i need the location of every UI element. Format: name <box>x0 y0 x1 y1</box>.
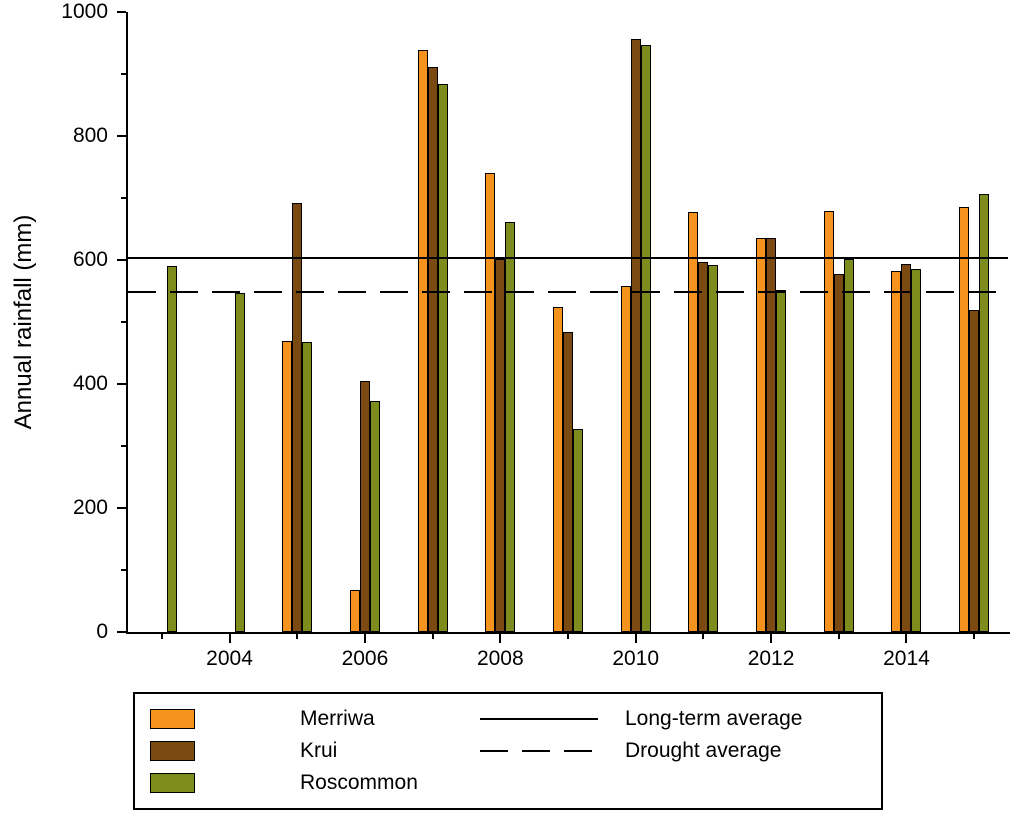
bar-merriwa-2013 <box>823 211 834 632</box>
x-tick-label: 2012 <box>747 647 795 670</box>
legend-label-krui: Krui <box>300 739 338 762</box>
bar-merriwa-2009 <box>553 307 563 632</box>
bar-roscommon-2007 <box>437 83 448 632</box>
y-tick-label: 0 <box>96 620 108 643</box>
x-major-tick <box>905 634 908 643</box>
bar-krui-2011 <box>698 262 709 632</box>
y-tick-label: 200 <box>72 496 108 519</box>
y-tick-label: 800 <box>72 124 108 147</box>
x-minor-tick <box>567 634 569 639</box>
bar-merriwa-2012 <box>756 237 767 632</box>
y-minor-tick <box>121 569 126 571</box>
bar-krui-2012 <box>766 237 777 632</box>
bar-merriwa-2010 <box>620 286 631 632</box>
legend-label-roscommon: Roscommon <box>300 771 418 794</box>
x-minor-tick <box>296 634 299 639</box>
bar-krui-2006 <box>359 380 370 632</box>
x-minor-tick <box>837 634 840 639</box>
y-tick-label: 600 <box>72 248 108 271</box>
x-major-tick <box>499 634 502 643</box>
bar-roscommon-2008 <box>505 222 516 632</box>
bar-krui-2007 <box>427 67 438 632</box>
bar-merriwa-2005 <box>282 340 293 632</box>
legend-swatch-roscommon <box>150 773 195 793</box>
x-axis-line <box>126 632 1010 634</box>
x-tick-label: 2004 <box>206 647 253 670</box>
legend-label-drought-average: Drought average <box>625 739 782 762</box>
y-minor-tick <box>121 73 126 75</box>
bar-merriwa-2015 <box>959 207 970 632</box>
x-tick-label: 2006 <box>341 647 389 670</box>
legend-swatch-krui <box>150 741 195 761</box>
legend-swatch-merriwa <box>150 709 195 729</box>
bar-krui-2014 <box>901 263 912 632</box>
bar-roscommon-2011 <box>708 264 719 632</box>
bar-merriwa-2008 <box>485 172 496 632</box>
y-major-tick <box>117 259 126 261</box>
reference-line-drought-average <box>128 290 1008 293</box>
y-minor-tick <box>121 197 126 199</box>
x-tick-label: 2010 <box>612 647 660 670</box>
bar-merriwa-2007 <box>417 50 428 632</box>
bar-roscommon-2009 <box>573 429 583 632</box>
y-axis-line <box>126 12 128 634</box>
bar-krui-2009 <box>563 331 573 632</box>
bar-krui-2008 <box>495 259 506 632</box>
x-tick-label: 2008 <box>476 647 524 670</box>
y-major-tick <box>117 383 126 385</box>
bar-roscommon-2012 <box>776 290 787 632</box>
plot-area: 0 200 400 600 800 1000 2004 2006 2008 2010 2012 201… <box>61 1 1008 670</box>
y-tick-label: 1000 <box>61 0 108 23</box>
bar-krui-2005 <box>292 202 303 632</box>
y-major-tick <box>117 135 126 137</box>
bar-roscommon-2004 <box>234 293 245 632</box>
legend: Merriwa Krui Roscommon Long-term average… <box>133 692 883 810</box>
legend-line-longterm-average <box>480 718 598 720</box>
bar-roscommon-2005 <box>302 341 313 632</box>
x-minor-tick <box>702 634 705 639</box>
reference-line-long-term-average <box>128 257 1008 260</box>
x-major-tick <box>770 634 773 643</box>
bar-merriwa-2006 <box>349 589 360 632</box>
bar-merriwa-2011 <box>688 212 699 632</box>
y-major-tick <box>117 507 126 509</box>
x-minor-tick <box>160 634 163 639</box>
bar-roscommon-2013 <box>843 259 854 632</box>
y-major-tick <box>117 11 126 13</box>
y-minor-tick <box>121 321 126 323</box>
legend-label-longterm-average: Long-term average <box>625 707 803 730</box>
x-minor-tick <box>973 634 976 639</box>
bar-merriwa-2014 <box>891 270 902 632</box>
x-tick-label: 2014 <box>883 647 930 670</box>
bar-roscommon-2003 <box>166 266 177 632</box>
x-major-tick <box>634 634 637 643</box>
x-minor-tick <box>431 634 434 639</box>
bar-krui-2010 <box>630 39 641 632</box>
y-minor-tick <box>121 445 126 447</box>
y-major-tick <box>117 631 126 633</box>
bar-roscommon-2010 <box>640 45 651 632</box>
y-axis-title: Annual rainfall (mm) <box>10 214 37 430</box>
bar-krui-2015 <box>969 309 980 632</box>
legend-line-drought-average <box>480 750 598 752</box>
bar-krui-2013 <box>833 273 844 632</box>
x-major-tick <box>228 634 231 643</box>
y-tick-label: 400 <box>72 372 108 395</box>
x-major-tick <box>363 634 366 643</box>
bar-roscommon-2015 <box>979 193 990 632</box>
bar-roscommon-2006 <box>369 400 380 632</box>
legend-label-merriwa: Merriwa <box>300 707 375 730</box>
bar-roscommon-2014 <box>911 268 922 632</box>
